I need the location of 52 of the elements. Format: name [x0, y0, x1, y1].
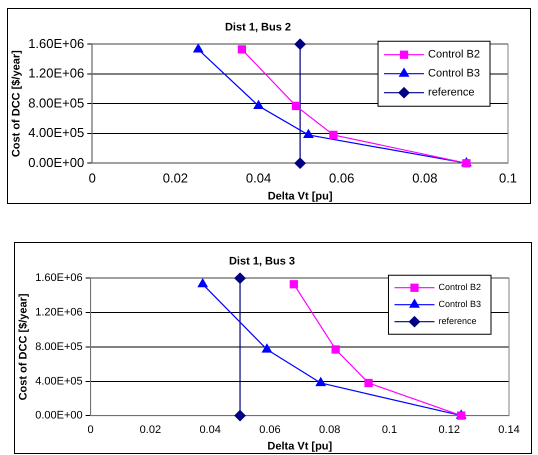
chart-title: Dist 1, Bus 2 [224, 22, 292, 34]
x-tick-label: 0.06 [329, 170, 354, 186]
x-tick-label: 0.02 [162, 170, 188, 186]
x-tick-label: 0.04 [246, 170, 272, 186]
x-tick-label: 0.12 [438, 424, 460, 436]
legend-label: Control B3 [438, 299, 482, 310]
x-tick-label: 0 [88, 424, 94, 436]
point [294, 38, 306, 50]
y-tick-label: 1.60E+06 [28, 36, 84, 51]
x-tick-label: 0.02 [140, 424, 162, 436]
legend-label: Control B2 [428, 48, 480, 61]
x-tick-label: 0.08 [318, 424, 340, 436]
legend-label: Control B3 [428, 68, 480, 80]
point [290, 280, 298, 288]
y-tick-label: 0.00E+00 [28, 154, 84, 170]
point [332, 345, 340, 354]
point [364, 378, 373, 388]
point [198, 278, 208, 288]
point [329, 130, 338, 140]
y-tick-label: 0.00E+00 [35, 410, 83, 422]
x-tick-label: 0.14 [498, 424, 520, 436]
x-axis-title: Delta Vt [pu] [268, 190, 333, 202]
point [316, 377, 326, 386]
y-tick-label: 1.20E+06 [35, 306, 83, 319]
x-tick-label: 0.06 [259, 424, 281, 436]
y-tick-label: 1.20E+06 [28, 66, 84, 81]
y-tick-label: 8.00E+05 [28, 95, 84, 110]
x-axis-title: Delta Vt [pu] [267, 440, 333, 452]
point [234, 410, 246, 422]
y-tick-label: 1.60E+06 [35, 272, 83, 284]
point [304, 129, 314, 138]
point [193, 44, 204, 53]
chart-title: Dist 1, Bus 3 [228, 256, 296, 268]
x-tick-label: 0.1 [498, 170, 518, 186]
legend-label: reference [438, 316, 477, 326]
y-tick-label: 8.00E+05 [35, 340, 83, 353]
point [238, 45, 246, 54]
legend-label: Control B2 [438, 282, 482, 292]
point [234, 272, 246, 284]
y-axis-title: Cost of DCC [$/year] [18, 293, 30, 400]
point [262, 344, 272, 353]
x-tick-label: 0.1 [382, 424, 398, 436]
x-tick-label: 0.08 [412, 170, 438, 186]
x-tick-label: 0.04 [199, 424, 221, 436]
point [294, 158, 306, 169]
point [254, 100, 264, 110]
x-tick-label: 0 [88, 170, 96, 186]
y-tick-label: 4.00E+05 [28, 125, 84, 140]
y-tick-label: 4.00E+05 [35, 375, 83, 388]
y-axis-title: Cost of DCC [$/year] [10, 50, 23, 158]
point [292, 102, 300, 110]
legend-label: reference [428, 86, 475, 99]
